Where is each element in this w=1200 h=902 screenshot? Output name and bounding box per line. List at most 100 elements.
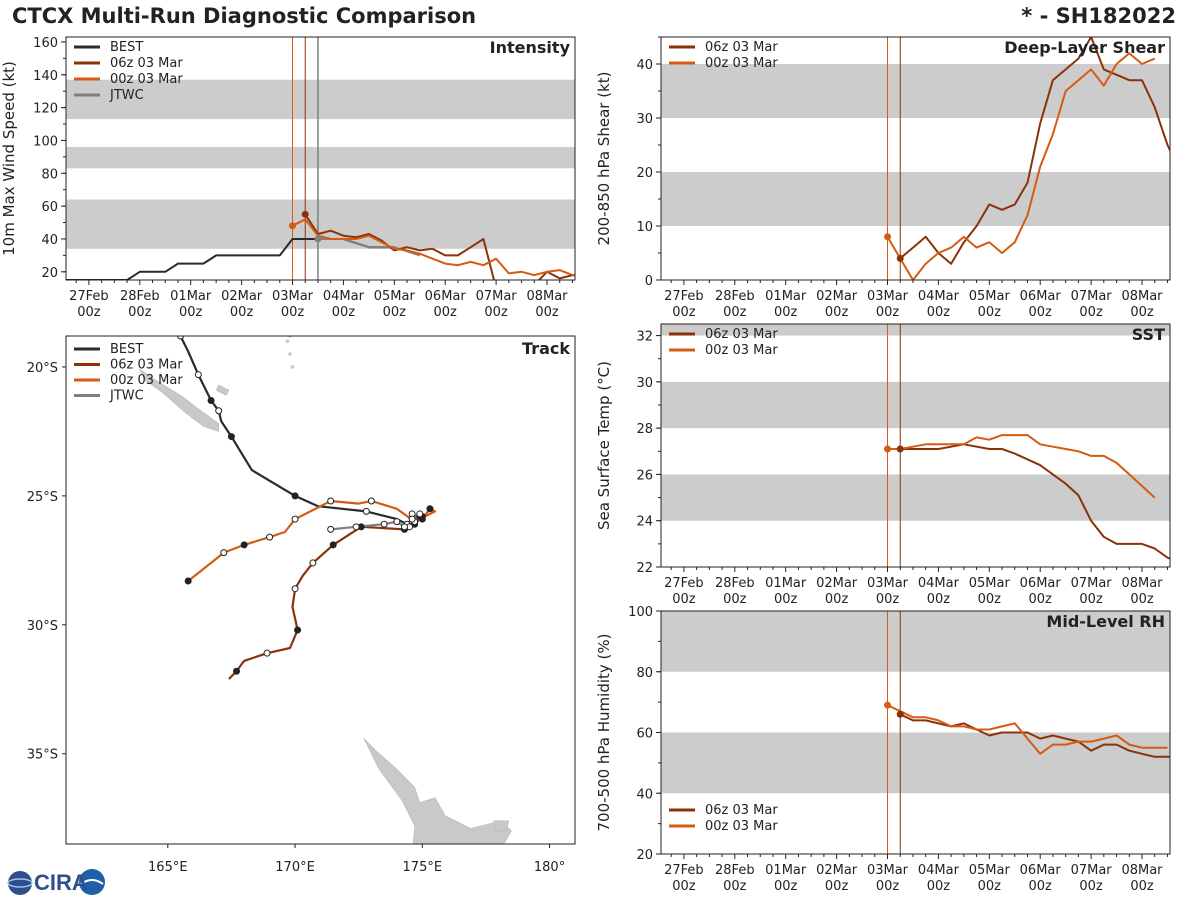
rh-ylabel: 700-500 hPa Humidity (%) xyxy=(595,633,613,831)
rh-init-marker-1 xyxy=(884,701,892,709)
shear-xtick-date: 06Mar xyxy=(1020,289,1062,304)
shear-init-marker-0 xyxy=(896,254,904,262)
rh-xtick-date: 28Feb xyxy=(715,863,755,878)
sst-ytick-label: 26 xyxy=(636,468,653,483)
track-point xyxy=(294,626,302,634)
intensity-ytick-label: 20 xyxy=(41,266,58,281)
rh-band-0 xyxy=(661,732,1170,794)
track-point xyxy=(227,433,235,441)
track-xtick-label: 180° xyxy=(534,860,565,875)
shear-xtick-hour: 00z xyxy=(1029,305,1053,320)
rh-xtick-hour: 00z xyxy=(876,879,900,894)
track-point xyxy=(416,510,424,518)
intensity-ytick-label: 80 xyxy=(41,167,58,182)
intensity-xtick-date: 01Mar xyxy=(170,289,212,304)
track-point xyxy=(329,541,337,549)
rh-xtick-date: 03Mar xyxy=(867,863,909,878)
sst-band-0 xyxy=(661,474,1170,521)
sst-xtick-hour: 00z xyxy=(723,592,747,607)
rh-series-00z-03-Mar xyxy=(887,704,1168,755)
intensity-legend-label: BEST xyxy=(110,40,143,55)
track-point xyxy=(309,559,317,567)
intensity-xtick-hour: 00z xyxy=(281,305,305,320)
intensity-xtick-hour: 00z xyxy=(230,305,254,320)
rh-legend-label: 06z 03 Mar xyxy=(705,803,778,818)
intensity-band-0 xyxy=(66,199,575,249)
shear-xtick-date: 05Mar xyxy=(969,289,1011,304)
track-point xyxy=(362,507,370,515)
track-point xyxy=(194,371,202,379)
sst-ytick-label: 32 xyxy=(636,330,653,345)
sst-ylabel: Sea Surface Temp (°C) xyxy=(595,361,613,530)
intensity-xtick-date: 03Mar xyxy=(272,289,314,304)
shear-xtick-hour: 00z xyxy=(978,305,1002,320)
shear-ylabel: 200-850 hPa Shear (kt) xyxy=(595,72,613,246)
sst-xtick-hour: 00z xyxy=(1130,592,1154,607)
loyalty-islands-land xyxy=(215,384,230,396)
shear-xtick-date: 03Mar xyxy=(867,289,909,304)
shear-xtick-hour: 00z xyxy=(927,305,951,320)
island-land xyxy=(290,365,295,369)
intensity-ytick-label: 140 xyxy=(33,69,58,84)
island-land xyxy=(285,339,290,343)
shear-xtick-hour: 00z xyxy=(1079,305,1103,320)
shear-panel-title: Deep-Layer Shear xyxy=(1004,38,1165,57)
sst-panel-title: SST xyxy=(1132,325,1165,344)
sst-xtick-date: 02Mar xyxy=(816,576,858,591)
rh-xtick-date: 05Mar xyxy=(969,863,1011,878)
intensity-ytick-label: 60 xyxy=(41,200,58,215)
track-ytick-label: 20°S xyxy=(27,361,58,376)
rh-xtick-date: 06Mar xyxy=(1020,863,1062,878)
rh-xtick-date: 02Mar xyxy=(816,863,858,878)
sst-xtick-hour: 00z xyxy=(1079,592,1103,607)
sst-band-1 xyxy=(661,381,1170,429)
noaa-seal-icon xyxy=(79,869,105,895)
intensity-xtick-date: 07Mar xyxy=(476,289,518,304)
rh-xtick-date: 04Mar xyxy=(918,863,960,878)
rh-xtick-hour: 00z xyxy=(1029,879,1053,894)
intensity-init-marker-2 xyxy=(314,235,322,243)
track-point xyxy=(291,515,299,523)
shear-xtick-date: 07Mar xyxy=(1071,289,1113,304)
track-point xyxy=(408,515,416,523)
track-point xyxy=(291,585,299,593)
track-point xyxy=(240,541,248,549)
track-point xyxy=(233,667,241,675)
track-xtick-label: 170°E xyxy=(275,860,315,875)
sst-xtick-hour: 00z xyxy=(927,592,951,607)
track-ytick-label: 35°S xyxy=(27,748,58,763)
sst-xtick-date: 06Mar xyxy=(1020,576,1062,591)
sst-xtick-hour: 00z xyxy=(978,592,1002,607)
shear-xtick-date: 08Mar xyxy=(1121,289,1163,304)
intensity-xtick-date: 27Feb xyxy=(69,289,109,304)
intensity-xtick-date: 06Mar xyxy=(425,289,467,304)
sst-xtick-date: 04Mar xyxy=(918,576,960,591)
sst-init-marker-1 xyxy=(884,445,892,453)
intensity-xtick-date: 02Mar xyxy=(221,289,263,304)
sst-band-2 xyxy=(661,324,1170,336)
intensity-ytick-label: 100 xyxy=(33,134,58,149)
intensity-xtick-hour: 00z xyxy=(332,305,356,320)
shear-ytick-label: 20 xyxy=(636,166,653,181)
track-point xyxy=(263,649,271,657)
sst-legend-label: 00z 03 Mar xyxy=(705,343,778,358)
track-xtick-label: 175°E xyxy=(403,860,443,875)
track-00z-03-Mar xyxy=(187,499,437,582)
shear-legend-label: 00z 03 Mar xyxy=(705,56,778,71)
sst-xtick-date: 28Feb xyxy=(715,576,755,591)
track-point xyxy=(367,497,375,505)
rh-panel-title: Mid-Level RH xyxy=(1046,612,1165,631)
intensity-ytick-label: 120 xyxy=(33,102,58,117)
track-legend-label: 06z 03 Mar xyxy=(110,358,183,373)
shear-series-06z-03-Mar xyxy=(899,37,1170,265)
rh-xtick-hour: 00z xyxy=(774,879,798,894)
intensity-init-marker-0 xyxy=(301,210,309,218)
track-point xyxy=(215,407,223,415)
intensity-xtick-hour: 00z xyxy=(383,305,407,320)
intensity-panel-title: Intensity xyxy=(490,38,571,57)
track-point xyxy=(400,523,408,531)
sst-series-group xyxy=(884,434,1170,560)
shear-frame xyxy=(660,36,1171,281)
rh-init-marker-0 xyxy=(896,710,904,718)
